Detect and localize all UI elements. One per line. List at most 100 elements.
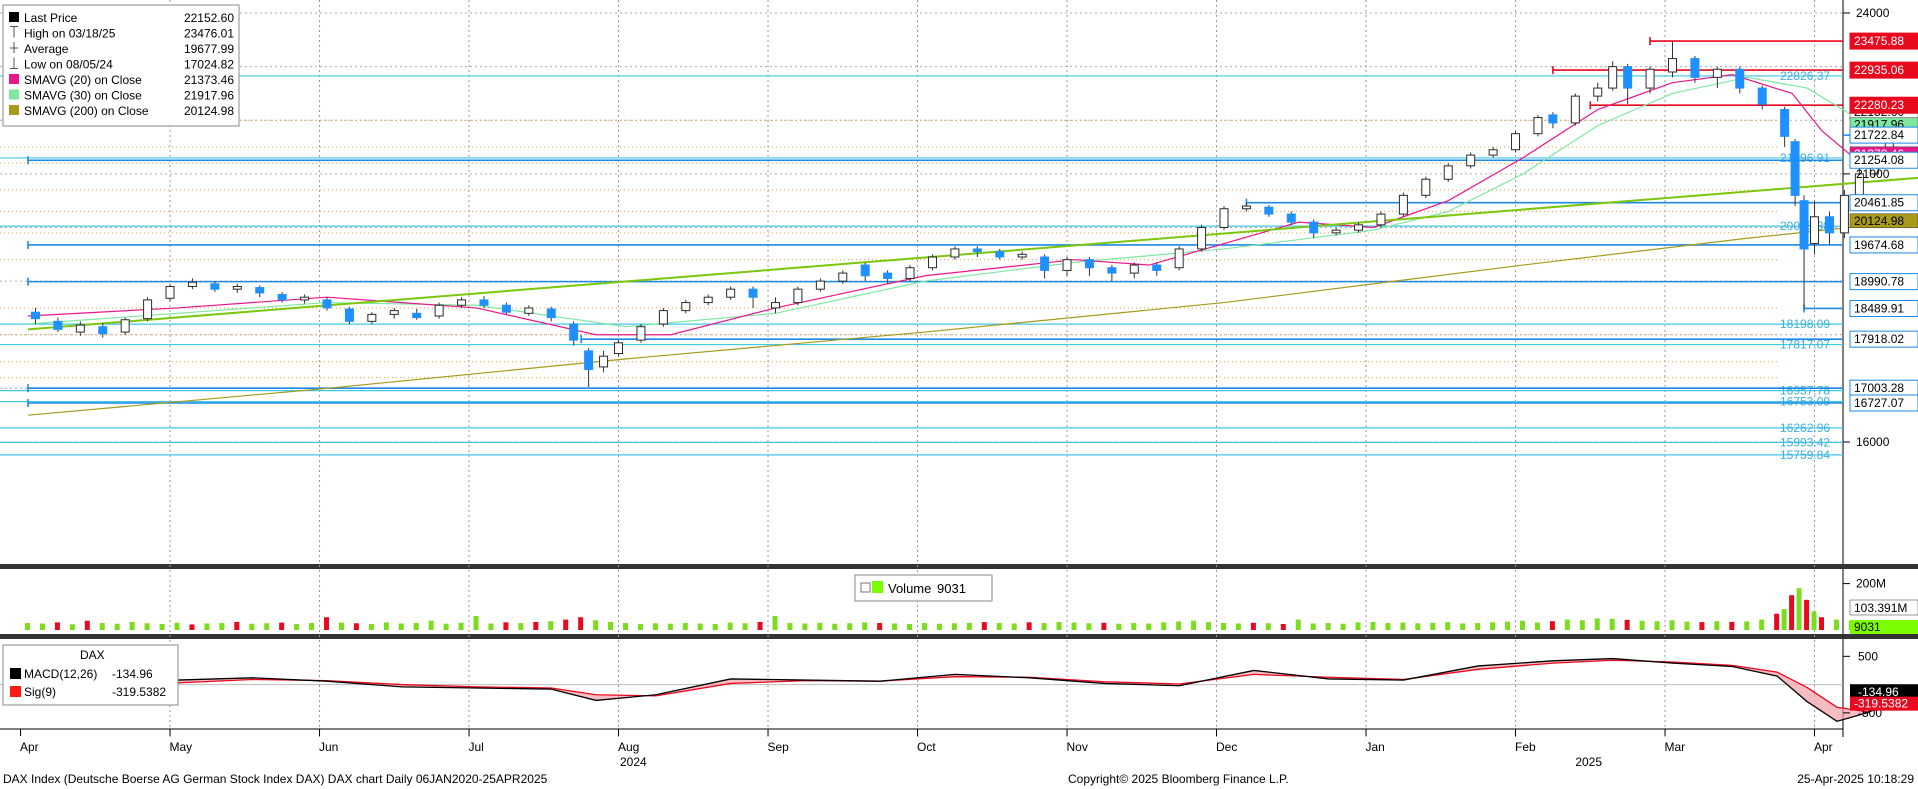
volume-bars: 200M 103.391M 9031 <box>25 577 1918 634</box>
signal-value: -319.5382 <box>112 685 166 699</box>
candle-body <box>1488 149 1498 156</box>
volume-bar <box>1594 618 1600 630</box>
candle-body <box>1354 224 1364 231</box>
candle-body <box>524 307 534 314</box>
candle-body <box>501 304 511 313</box>
volume-bar <box>264 623 270 630</box>
signal-label: Sig(9) <box>24 685 56 699</box>
volume-bar <box>1639 620 1645 630</box>
volume-last-label: 9031 <box>1854 620 1881 634</box>
volume-bar <box>966 622 972 630</box>
volume-value: 9031 <box>937 581 966 596</box>
candle-body <box>1608 66 1618 89</box>
volume-bar <box>802 623 808 630</box>
expand-icon[interactable] <box>860 582 871 593</box>
candle-body <box>860 264 870 277</box>
candle-body <box>1084 259 1094 269</box>
candle-body <box>1062 259 1072 271</box>
signal-value-box <box>1850 696 1918 711</box>
candle-body <box>1197 227 1207 250</box>
volume-bar <box>518 623 524 630</box>
candle-body <box>120 319 130 333</box>
volume-bar <box>832 623 838 630</box>
candle-body <box>703 296 713 304</box>
volume-bar <box>1235 623 1241 630</box>
candle-body <box>165 285 175 299</box>
volume-bar <box>353 623 359 630</box>
volume-bar <box>1370 621 1376 630</box>
footer-description: DAX Index (Deutsche Boerse AG German Sto… <box>3 772 548 786</box>
trendline-line <box>27 176 1918 331</box>
volume-bar <box>324 617 329 630</box>
volume-bar <box>249 623 255 630</box>
volume-bar <box>772 616 778 630</box>
volume-bar <box>563 619 569 630</box>
volume-bar <box>174 622 180 630</box>
macd-legend[interactable]: DAX MACD(12,26) -134.96 Sig(9) -319.5382 <box>2 644 179 706</box>
legend-value: 23476.01 <box>184 27 234 41</box>
legend-label: High on 03/18/25 <box>24 27 116 41</box>
volume-bar <box>189 624 195 630</box>
legend-value: 21917.96 <box>184 89 234 103</box>
candle-body <box>300 296 310 301</box>
fib-level-label: 17817.07 <box>1780 338 1830 352</box>
volume-bar <box>1116 623 1122 630</box>
volume-bar <box>39 623 45 630</box>
volume-bar <box>1833 619 1839 630</box>
volume-bar <box>219 623 225 630</box>
volume-bar <box>1041 623 1047 630</box>
volume-bar <box>1191 620 1197 630</box>
candle-body <box>232 285 242 290</box>
candle-body <box>1421 178 1431 196</box>
candle-body <box>927 256 937 269</box>
candle-body <box>838 272 848 282</box>
volume-bar <box>1280 623 1286 630</box>
fib-level-label: 16753.09 <box>1780 395 1830 409</box>
month-label: Jun <box>319 740 338 754</box>
candle-body <box>972 248 982 253</box>
volume-bar <box>593 620 599 630</box>
volume-bar <box>697 623 703 630</box>
level-value-box <box>1849 32 1918 50</box>
candle-body <box>1712 68 1722 78</box>
volume-bar <box>667 623 673 630</box>
candle-body <box>389 310 399 315</box>
price-legend[interactable]: Last Price 22152.60 High on 03/18/25 23476.… <box>2 4 240 127</box>
volume-bar <box>1026 622 1032 630</box>
legend-value: 21373.46 <box>184 73 234 87</box>
volume-bar <box>1654 621 1660 630</box>
candle-body <box>75 324 85 333</box>
volume-bar <box>54 622 60 630</box>
volume-bar <box>84 620 90 630</box>
price-volume-divider[interactable] <box>0 564 1918 569</box>
legend-swatch <box>9 105 19 115</box>
candle-body <box>53 320 63 330</box>
volume-bar <box>847 623 853 630</box>
volume-bar <box>981 622 987 630</box>
volume-legend[interactable]: Volume 9031 <box>854 574 993 602</box>
fib-level-label: 22826.37 <box>1780 69 1830 83</box>
candle-body <box>1309 221 1319 234</box>
volume-bar <box>1669 620 1675 630</box>
volume-bar <box>204 623 210 630</box>
volume-bar <box>533 621 539 630</box>
volume-bar <box>637 623 643 630</box>
volume-bar <box>996 623 1002 630</box>
level-value-box <box>1849 273 1918 291</box>
volume-bar <box>877 623 883 630</box>
volume-bar <box>727 622 733 630</box>
volume-bar <box>892 623 898 630</box>
volume-bar <box>578 617 584 630</box>
month-label: Feb <box>1515 740 1536 754</box>
volume-bar <box>922 623 927 630</box>
candle-body <box>1443 165 1453 180</box>
volume-macd-divider[interactable] <box>0 634 1918 639</box>
candle-body <box>98 326 108 335</box>
volume-bar <box>1340 623 1346 630</box>
volume-bar <box>1609 618 1615 630</box>
candle-body <box>1017 253 1027 258</box>
volume-bar <box>159 623 165 630</box>
volume-bar <box>757 621 763 630</box>
volume-last-box <box>1850 620 1918 634</box>
volume-swatch <box>872 581 883 593</box>
